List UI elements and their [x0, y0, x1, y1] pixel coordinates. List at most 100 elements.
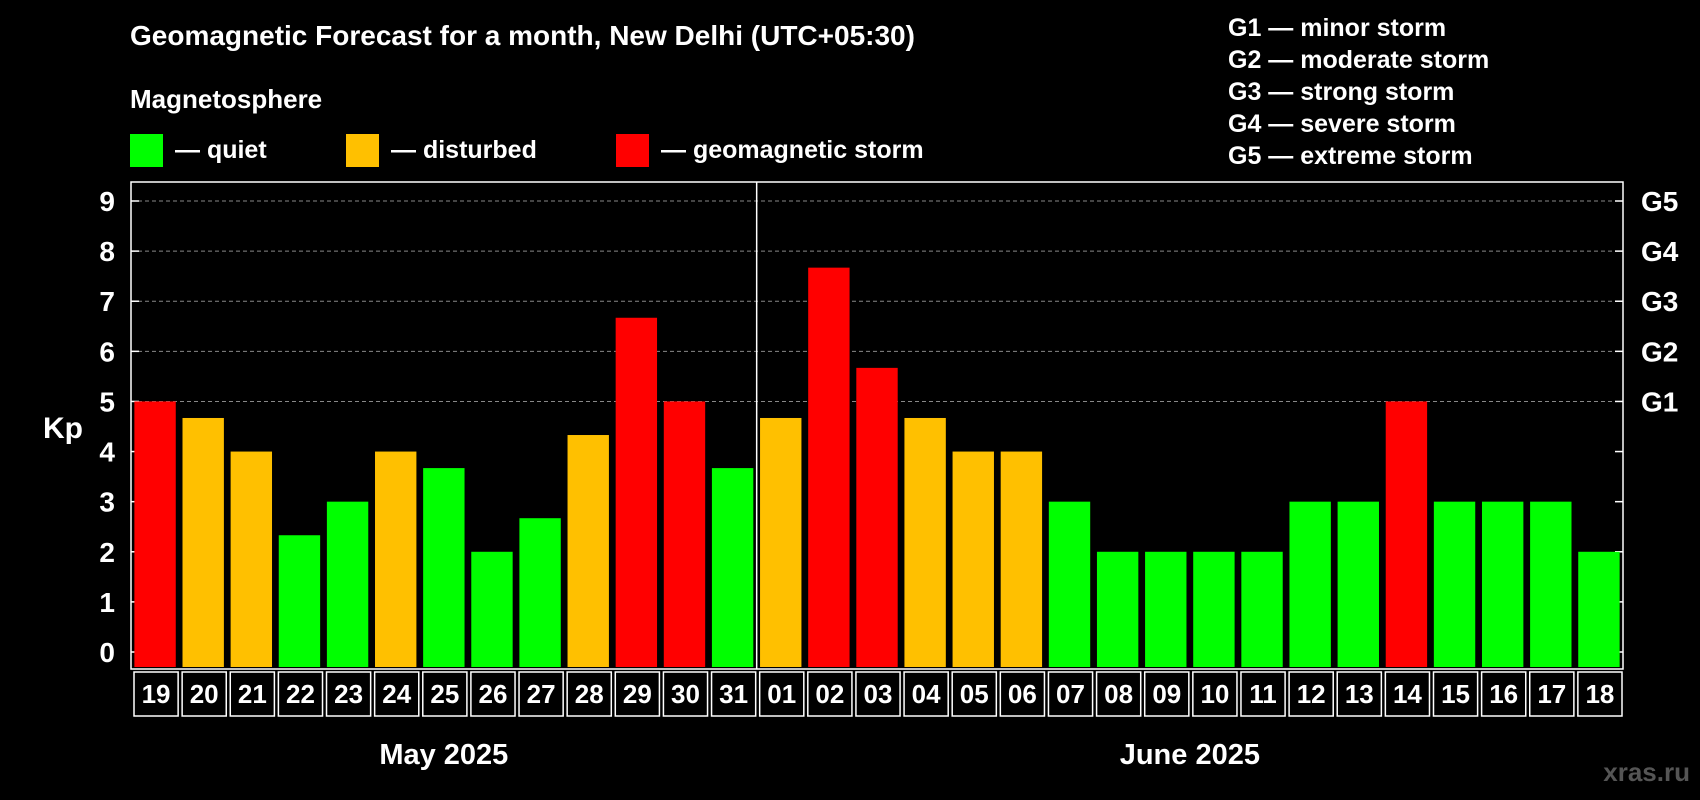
- legend-item-disturbed: — disturbed: [346, 133, 537, 167]
- bar: [230, 451, 273, 667]
- y-tick-label: 3: [99, 487, 115, 518]
- date-box: [807, 671, 853, 717]
- x-tick-label: 23: [334, 679, 363, 709]
- y-tick-label: 8: [99, 236, 115, 267]
- bar: [278, 535, 321, 667]
- date-box: [133, 671, 179, 717]
- date-box: [470, 671, 516, 717]
- y-tick-label: 0: [99, 637, 115, 668]
- x-tick-label: 05: [960, 679, 989, 709]
- x-tick-label: 11: [1249, 679, 1277, 709]
- chart-title: Geomagnetic Forecast for a month, New De…: [130, 20, 915, 51]
- date-box: [903, 671, 949, 717]
- watermark: xras.ru: [1603, 757, 1690, 787]
- bar: [1193, 551, 1235, 667]
- date-box: [422, 671, 468, 717]
- date-box: [325, 671, 372, 717]
- y-tick-label: 1: [99, 587, 115, 618]
- x-tick-label: 01: [767, 679, 796, 709]
- y-tick-label: 7: [99, 286, 115, 317]
- g-scale-item: G5 — extreme storm: [1228, 142, 1473, 170]
- bar: [1385, 401, 1428, 667]
- x-tick-label: 04: [912, 679, 941, 709]
- month-label: May 2025: [379, 739, 508, 771]
- date-box: [1288, 671, 1334, 717]
- bar: [1289, 501, 1331, 667]
- date-box: [181, 671, 228, 717]
- date-box: [1577, 671, 1623, 717]
- x-tick-label: 03: [864, 679, 893, 709]
- bar: [1000, 451, 1043, 667]
- date-box: [1432, 671, 1479, 717]
- x-tick-label: 17: [1537, 679, 1566, 709]
- x-tick-label: 16: [1489, 679, 1518, 709]
- date-box: [614, 671, 661, 717]
- date-box: [1480, 671, 1527, 717]
- date-box: [373, 671, 420, 717]
- x-tick-label: 14: [1393, 679, 1422, 709]
- x-tick-label: 28: [575, 679, 604, 709]
- g-level-label: G5: [1641, 186, 1678, 217]
- bar: [519, 518, 561, 667]
- date-box: [1528, 671, 1575, 717]
- x-tick-label: 19: [142, 679, 171, 709]
- date-box: [1240, 671, 1286, 717]
- bar: [1530, 501, 1572, 667]
- month-label: June 2025: [1120, 739, 1260, 771]
- bar: [808, 267, 850, 667]
- bar: [1337, 501, 1379, 667]
- x-tick-label: 12: [1297, 679, 1326, 709]
- bar: [1096, 551, 1139, 667]
- x-tick-label: 20: [190, 679, 219, 709]
- date-box: [566, 671, 613, 717]
- x-tick-label: 15: [1441, 679, 1470, 709]
- legend-swatch-quiet: [130, 133, 163, 167]
- x-tick-label: 30: [671, 679, 700, 709]
- g-level-label: G4: [1641, 236, 1679, 267]
- bar: [134, 401, 176, 667]
- x-tick-label: 21: [238, 679, 267, 709]
- y-axis-label: Kp: [43, 412, 83, 445]
- x-tick-label: 07: [1056, 679, 1085, 709]
- date-box: [855, 671, 901, 717]
- x-tick-label: 09: [1152, 679, 1181, 709]
- date-box: [1192, 671, 1238, 717]
- legend-label-quiet: — quiet: [175, 135, 267, 164]
- bar: [326, 501, 369, 667]
- x-tick-label: 13: [1345, 679, 1374, 709]
- bar: [1145, 551, 1187, 667]
- x-tick-label: 08: [1104, 679, 1133, 709]
- bar: [1048, 501, 1091, 667]
- date-box: [229, 671, 276, 717]
- date-box: [1095, 671, 1142, 717]
- x-tick-label: 25: [430, 679, 459, 709]
- bar: [375, 451, 417, 667]
- y-tick-label: 5: [99, 386, 115, 417]
- date-box: [1384, 671, 1431, 717]
- legend-label-disturbed: — disturbed: [391, 135, 537, 164]
- magnetosphere-label: Magnetosphere: [130, 84, 323, 114]
- bar: [1241, 551, 1283, 667]
- bar: [1578, 551, 1620, 667]
- g-scale-item: G4 — severe storm: [1228, 110, 1456, 138]
- y-tick-label: 6: [99, 336, 115, 367]
- g-level-label: G2: [1641, 336, 1678, 367]
- y-tick-label: 9: [99, 186, 115, 217]
- legend-swatch-storm: [616, 133, 649, 167]
- g-scale-item: G3 — strong storm: [1228, 78, 1455, 106]
- bar: [952, 451, 994, 667]
- x-tick-label: 10: [1200, 679, 1229, 709]
- x-tick-label: 29: [623, 679, 652, 709]
- bar: [663, 401, 706, 667]
- x-tick-label: 26: [479, 679, 508, 709]
- x-tick-label: 27: [527, 679, 556, 709]
- date-box: [999, 671, 1046, 717]
- g-scale-item: G1 — minor storm: [1228, 14, 1447, 42]
- bar: [856, 367, 898, 667]
- date-box: [662, 671, 709, 717]
- bar: [471, 551, 513, 667]
- x-tick-label: 18: [1585, 679, 1614, 709]
- x-tick-label: 24: [382, 679, 411, 709]
- g-level-label: G1: [1641, 386, 1678, 417]
- y-tick-label: 4: [99, 437, 115, 468]
